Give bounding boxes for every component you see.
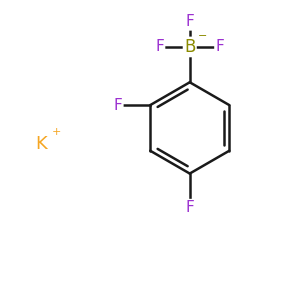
Text: F: F xyxy=(155,39,164,54)
Text: K: K xyxy=(35,135,47,153)
Text: F: F xyxy=(215,39,224,54)
Text: F: F xyxy=(113,98,122,112)
Text: −: − xyxy=(197,31,207,41)
Text: +: + xyxy=(52,127,61,137)
Text: B: B xyxy=(184,38,195,56)
Text: F: F xyxy=(185,200,194,215)
Text: F: F xyxy=(185,14,194,29)
